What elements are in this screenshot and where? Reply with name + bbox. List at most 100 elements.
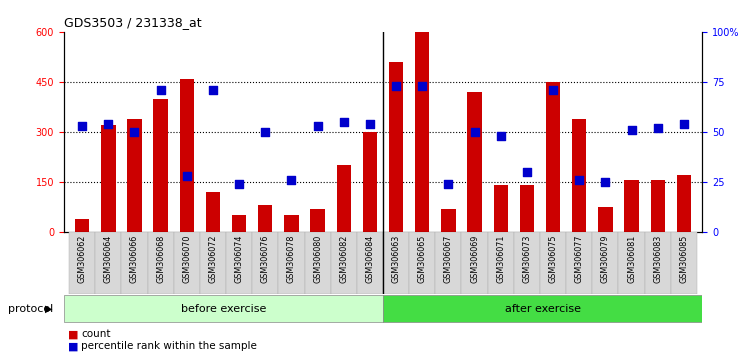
Bar — [336, 165, 351, 232]
Text: ▶: ▶ — [45, 304, 53, 314]
FancyBboxPatch shape — [226, 232, 252, 294]
Bar — [101, 125, 116, 232]
Point — [285, 177, 297, 183]
Point — [547, 87, 559, 93]
Text: GSM306064: GSM306064 — [104, 235, 113, 283]
Text: GSM306073: GSM306073 — [523, 235, 532, 283]
Bar — [493, 185, 508, 232]
Bar — [546, 82, 560, 232]
Text: GSM306066: GSM306066 — [130, 235, 139, 283]
Text: GSM306065: GSM306065 — [418, 235, 427, 283]
Point — [599, 179, 611, 185]
Text: GSM306081: GSM306081 — [627, 235, 636, 283]
Bar — [310, 209, 324, 232]
Text: GSM306068: GSM306068 — [156, 235, 165, 283]
FancyBboxPatch shape — [173, 232, 200, 294]
Text: GSM306062: GSM306062 — [77, 235, 86, 283]
Point — [155, 87, 167, 93]
Text: GSM306082: GSM306082 — [339, 235, 348, 283]
FancyBboxPatch shape — [593, 232, 619, 294]
Point — [128, 129, 140, 135]
Point — [626, 127, 638, 133]
Text: before exercise: before exercise — [181, 304, 266, 314]
Text: GSM306077: GSM306077 — [575, 235, 584, 284]
FancyBboxPatch shape — [383, 295, 702, 322]
Bar — [127, 119, 142, 232]
Point — [102, 121, 114, 127]
Bar — [520, 185, 534, 232]
Point — [573, 177, 585, 183]
Text: GSM306069: GSM306069 — [470, 235, 479, 283]
Point — [442, 181, 454, 187]
Text: GSM306083: GSM306083 — [653, 235, 662, 283]
Bar — [75, 218, 89, 232]
FancyBboxPatch shape — [95, 232, 122, 294]
Bar — [599, 207, 613, 232]
Point — [312, 123, 324, 129]
Point — [76, 123, 88, 129]
Point — [338, 119, 350, 125]
Bar — [415, 32, 430, 232]
FancyBboxPatch shape — [64, 295, 383, 322]
Text: GSM306076: GSM306076 — [261, 235, 270, 283]
FancyBboxPatch shape — [566, 232, 593, 294]
Point — [233, 181, 245, 187]
Bar — [677, 175, 691, 232]
FancyBboxPatch shape — [279, 232, 304, 294]
Bar — [442, 209, 456, 232]
Text: GDS3503 / 231338_at: GDS3503 / 231338_at — [64, 16, 201, 29]
FancyBboxPatch shape — [69, 232, 95, 294]
Point — [652, 125, 664, 131]
Bar — [363, 132, 377, 232]
Text: percentile rank within the sample: percentile rank within the sample — [81, 342, 257, 352]
FancyBboxPatch shape — [383, 232, 409, 294]
FancyBboxPatch shape — [330, 232, 357, 294]
FancyBboxPatch shape — [357, 232, 383, 294]
Text: protocol: protocol — [8, 304, 53, 314]
Bar — [284, 215, 299, 232]
Text: GSM306071: GSM306071 — [496, 235, 505, 283]
Text: ■: ■ — [68, 330, 78, 339]
Text: ■: ■ — [68, 342, 78, 352]
Point — [364, 121, 376, 127]
Text: GSM306067: GSM306067 — [444, 235, 453, 283]
FancyBboxPatch shape — [540, 232, 566, 294]
Bar — [389, 62, 403, 232]
Bar — [206, 192, 220, 232]
Text: after exercise: after exercise — [505, 304, 581, 314]
Text: GSM306070: GSM306070 — [182, 235, 192, 283]
FancyBboxPatch shape — [671, 232, 697, 294]
Text: GSM306084: GSM306084 — [366, 235, 375, 283]
FancyBboxPatch shape — [122, 232, 147, 294]
Bar — [572, 119, 587, 232]
Text: GSM306078: GSM306078 — [287, 235, 296, 283]
Bar — [467, 92, 482, 232]
Text: GSM306074: GSM306074 — [234, 235, 243, 283]
Point — [207, 87, 219, 93]
FancyBboxPatch shape — [436, 232, 462, 294]
Bar — [650, 180, 665, 232]
Text: GSM306079: GSM306079 — [601, 235, 610, 284]
Text: GSM306085: GSM306085 — [680, 235, 689, 283]
Point — [390, 83, 402, 89]
FancyBboxPatch shape — [304, 232, 330, 294]
Bar — [153, 98, 167, 232]
FancyBboxPatch shape — [514, 232, 540, 294]
Bar — [624, 180, 639, 232]
Bar — [232, 215, 246, 232]
FancyBboxPatch shape — [200, 232, 226, 294]
Point — [521, 169, 533, 175]
Text: count: count — [81, 330, 110, 339]
Point — [259, 129, 271, 135]
Bar — [258, 205, 273, 232]
FancyBboxPatch shape — [619, 232, 644, 294]
Bar — [179, 79, 194, 232]
FancyBboxPatch shape — [252, 232, 279, 294]
Point — [416, 83, 428, 89]
FancyBboxPatch shape — [409, 232, 436, 294]
FancyBboxPatch shape — [462, 232, 487, 294]
Point — [181, 173, 193, 179]
FancyBboxPatch shape — [487, 232, 514, 294]
Text: GSM306080: GSM306080 — [313, 235, 322, 283]
Text: GSM306072: GSM306072 — [209, 235, 218, 284]
